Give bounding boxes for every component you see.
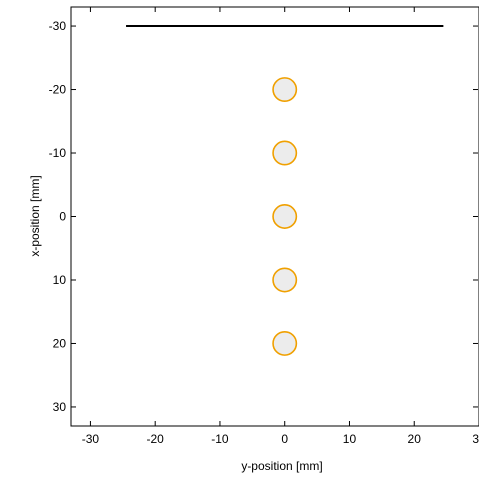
x-tick-label: 10 <box>343 432 357 446</box>
y-tick-label: 20 <box>53 336 67 350</box>
x-tick-label: 20 <box>408 432 422 446</box>
data-point-1 <box>272 140 298 166</box>
x-tick-label: 0 <box>281 432 288 446</box>
y-axis-ticks: -30 -20 -10 0 10 20 30 <box>49 19 478 414</box>
y-tick-label: 30 <box>53 400 67 414</box>
x-tick-label: -30 <box>82 432 100 446</box>
data-point-4 <box>272 331 298 356</box>
chart-marks <box>126 25 444 356</box>
data-point-0 <box>272 77 298 102</box>
y-tick-label: 0 <box>59 210 66 224</box>
x-axis-ticks: -30 -20 -10 0 10 20 30 <box>82 7 479 446</box>
x-tick-label: 30 <box>472 432 479 446</box>
y-tick-label: -30 <box>49 19 67 33</box>
y-tick-label: 10 <box>53 273 67 287</box>
x-tick-label: -10 <box>211 432 229 446</box>
data-point-3 <box>272 267 298 293</box>
y-axis-label: x-position [mm] <box>28 175 42 256</box>
y-tick-label: -10 <box>49 146 67 160</box>
data-point-2 <box>272 204 298 229</box>
x-axis-label: y-position [mm] <box>241 459 322 473</box>
x-tick-label: -20 <box>147 432 165 446</box>
y-tick-label: -20 <box>49 83 67 97</box>
